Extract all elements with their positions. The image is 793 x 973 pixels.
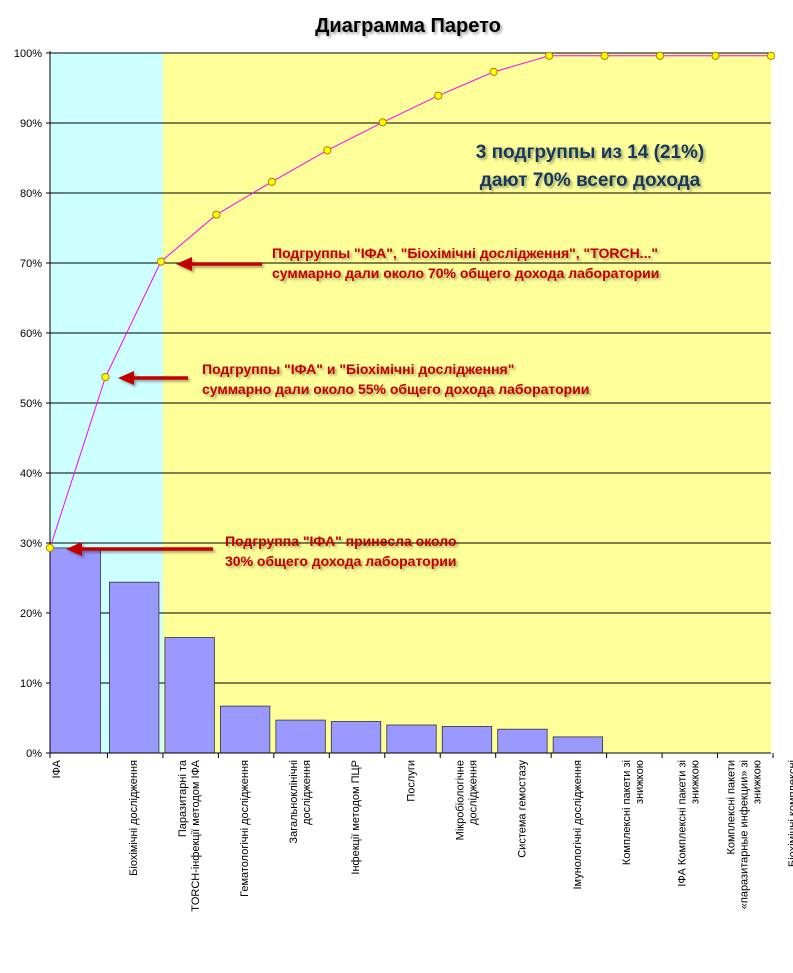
annotation-line: суммарно дали около 55% общего дохода ла…: [202, 381, 589, 397]
x-tick-label: ІФА: [51, 759, 63, 778]
x-tick-label: Інфекції методом ПЦР: [350, 760, 362, 875]
cumulative-point: [378, 118, 387, 127]
x-tick-label-line: Паразитарні та: [177, 759, 189, 837]
cumulative-point: [45, 543, 55, 553]
y-tick-label: 90%: [20, 118, 42, 130]
bar: [219, 705, 271, 754]
bar: [275, 719, 326, 754]
bar: [386, 724, 437, 754]
x-tick-label-line: «паразитарные инфекции» зі: [738, 760, 750, 909]
annotation-line: суммарно дали около 70% общего дохода ла…: [272, 265, 659, 281]
x-tick-label: Комплексні пакети «паразитарные инфекции»…: [725, 760, 763, 909]
annotation-line: Подгруппа "ІФА" принесла около: [225, 533, 457, 549]
annotation-arrowhead: [66, 542, 82, 556]
x-tick-label-line: Комплексні пакети: [725, 760, 737, 855]
cumulative-point: [212, 210, 221, 219]
bar: [164, 637, 215, 754]
x-tick-label-line: Мікробіологічне: [454, 760, 466, 840]
annotation-line: 3 подгруппы из 14 (21%): [476, 142, 705, 163]
x-tick-label-line: Загальноклінічні: [288, 760, 300, 844]
x-tick-label-line: дослідження: [301, 760, 313, 825]
cumulative-point: [156, 257, 166, 266]
x-tick-label-line: знижкою: [751, 760, 763, 804]
cumulative-point: [600, 51, 609, 60]
x-tick-label-line: знижкою: [689, 760, 701, 804]
x-tick-label: Комплексні пакети зі знижкою: [621, 760, 646, 865]
cumulative-point: [711, 51, 720, 60]
x-tick-label: Система гемостазу: [516, 760, 528, 858]
cumulative-point: [545, 51, 554, 60]
y-tick-label: 80%: [20, 188, 42, 200]
annotation: Подгруппы "ІФА" и "Біохімічні дослідженн…: [118, 361, 589, 397]
annotation-line: 30% общего дохода лаборатории: [225, 553, 456, 569]
bar: [109, 581, 160, 754]
annotation: Подгруппа "ІФА" принесла около 30% общего…: [66, 533, 457, 569]
x-tick-label: Загальноклінічні дослідження: [288, 760, 313, 844]
annotation-line: дают 70% всего дохода: [480, 170, 701, 191]
x-tick-label-line: Інфекції методом ПЦР: [350, 760, 362, 875]
bar: [49, 547, 101, 754]
bar: [441, 726, 493, 754]
x-tick-label-line: TORCH-інфекції методом ІФА: [190, 759, 202, 911]
y-tick-label: 10%: [20, 678, 42, 690]
annotation-line: Подгруппы "ІФА" и "Біохімічні дослідженн…: [202, 361, 514, 377]
y-tick-label: 100%: [14, 48, 42, 60]
cumulative-point: [655, 51, 665, 60]
annotation: 3 подгруппы из 14 (21%) дают 70% всего до…: [476, 142, 705, 191]
x-tick-label: Біохімічні комплексніпакети зі знижкою: [787, 760, 793, 867]
bar: [497, 728, 548, 754]
x-tick-label: Паразитарні та TORCH-інфекції методом ІФА: [177, 759, 202, 912]
y-tick-label: 60%: [20, 328, 42, 340]
y-tick-label: 50%: [20, 398, 42, 410]
x-tick-label-line: дослідження: [467, 760, 479, 825]
annotation-arrowhead: [118, 371, 134, 385]
cumulative-point: [323, 146, 332, 155]
y-tick-label: 0%: [26, 748, 42, 760]
x-tick-label: Послуги: [406, 760, 418, 802]
x-tick-label: Гематологічні дослідження: [239, 760, 251, 897]
annotation-line: Подгруппы "ІФА", "Біохімічні дослідження…: [272, 245, 658, 261]
x-tick-label: Імунологічні дослідження: [572, 760, 584, 890]
cumulative-point: [489, 67, 498, 77]
x-tick-label: ІФА Комплексні пакети зі знижкою: [676, 760, 701, 887]
x-tick-label-line: Гематологічні дослідження: [239, 760, 251, 897]
chart-title: Диаграмма Парето: [315, 15, 501, 37]
x-tick-label-line: Система гемостазу: [516, 760, 528, 858]
x-tick-label-line: Послуги: [406, 760, 418, 802]
x-tick-label: Біохімічні дослідження: [128, 760, 140, 876]
cumulative-point: [267, 177, 276, 186]
bar: [330, 721, 382, 754]
y-tick-label: 20%: [20, 608, 42, 620]
annotation: Подгруппы "ІФА", "Біохімічні дослідження…: [176, 245, 659, 281]
x-tick-label-line: Біохімічні комплексні: [787, 760, 793, 867]
x-tick-label: Мікробіологічне дослідження: [454, 760, 479, 840]
cumulative-point: [101, 373, 110, 382]
cumulative-point: [434, 91, 443, 100]
annotation-arrowhead: [176, 257, 192, 271]
bar: [552, 736, 604, 754]
y-tick-label: 40%: [20, 468, 42, 480]
x-tick-label-line: ІФА Комплексні пакети зі: [676, 760, 688, 887]
x-tick-label-line: ІФА: [51, 759, 63, 778]
cumulative-line: [49, 55, 771, 549]
x-tick-label-line: Біохімічні дослідження: [128, 760, 140, 876]
cumulative-point: [766, 51, 776, 60]
x-tick-label-line: Імунологічні дослідження: [572, 760, 584, 890]
x-tick-label-line: Комплексні пакети зі: [621, 760, 633, 865]
y-tick-label: 30%: [20, 538, 42, 550]
y-tick-label: 70%: [20, 258, 42, 270]
x-tick-label-line: знижкою: [634, 760, 646, 804]
